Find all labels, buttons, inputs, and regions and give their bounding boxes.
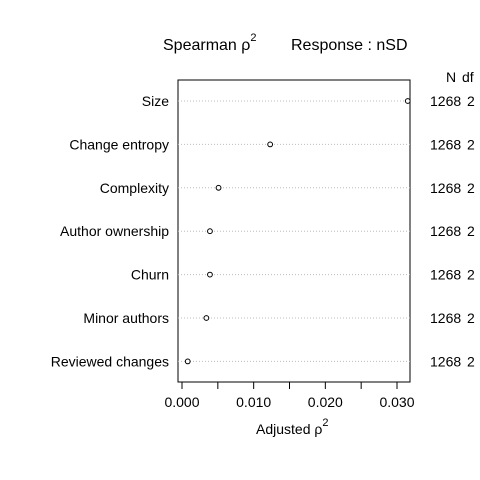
row-df-value: 2 — [467, 93, 475, 109]
rows-group: Size 1268 2 Change entropy 1268 2 Complexity 12… — [51, 93, 475, 369]
row-n-value: 1268 — [430, 136, 461, 152]
data-point — [404, 98, 411, 104]
row-label: Size — [142, 93, 169, 109]
row-n-value: 1268 — [430, 93, 461, 109]
title-response: Response : nSD — [291, 37, 408, 54]
row-label: Minor authors — [83, 310, 169, 326]
row-df-value: 2 — [467, 310, 475, 326]
row-n-value: 1268 — [430, 353, 461, 369]
chart-title: Spearman ρ2 — [163, 32, 257, 54]
data-point — [267, 141, 274, 148]
title-prefix: Spearman — [163, 37, 241, 54]
data-point — [184, 358, 191, 365]
x-tick-label: 0.010 — [236, 394, 271, 410]
row-n-value: 1268 — [430, 310, 461, 326]
row-label: Churn — [131, 267, 169, 283]
row-df-value: 2 — [467, 180, 475, 196]
row-label: Author ownership — [60, 223, 169, 239]
title-exponent: 2 — [250, 32, 256, 44]
x-tick-label: 0.000 — [164, 394, 199, 410]
title-rho: ρ — [241, 37, 250, 54]
row-n-value: 1268 — [430, 180, 461, 196]
row-label: Change entropy — [69, 136, 169, 152]
data-point — [207, 228, 213, 235]
row-label: Reviewed changes — [51, 353, 169, 369]
row-df-value: 2 — [467, 353, 475, 369]
data-point — [203, 315, 210, 321]
x-axis: 0.000 0.010 0.020 0.030 — [164, 382, 415, 410]
row-n-value: 1268 — [430, 223, 461, 239]
x-axis-label: Adjusted ρ2 — [256, 417, 328, 437]
data-point — [207, 271, 213, 278]
x-label-rho: ρ — [314, 421, 322, 437]
x-tick-label: 0.020 — [308, 394, 343, 410]
header-n: N — [446, 69, 456, 85]
row-label: Complexity — [100, 180, 169, 196]
row-n-value: 1268 — [430, 267, 461, 283]
row-df-value: 2 — [467, 267, 475, 283]
header-df: df — [462, 69, 474, 85]
x-tick-label: 0.030 — [379, 394, 414, 410]
x-label-text: Adjusted — [256, 421, 314, 437]
data-point — [215, 184, 222, 191]
row-df-value: 2 — [467, 136, 475, 152]
x-label-exponent: 2 — [322, 417, 328, 429]
row-df-value: 2 — [467, 223, 475, 239]
